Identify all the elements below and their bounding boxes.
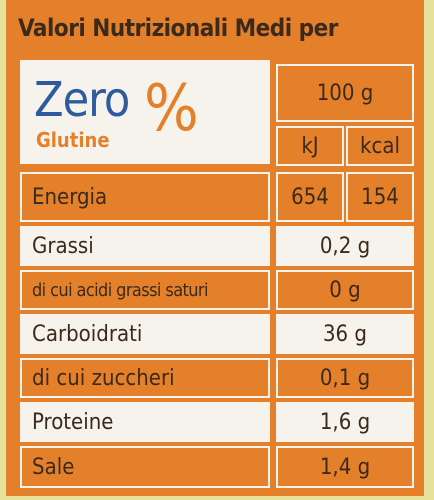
- logo-subtitle: Glutine: [36, 128, 110, 152]
- row-label: Carboidrati: [20, 314, 270, 354]
- logo: Zero % Glutine: [20, 60, 270, 164]
- row-label: Proteine: [20, 402, 270, 442]
- row-label: Grassi: [20, 226, 270, 266]
- row-value: 0 g: [276, 270, 414, 310]
- row-value: 1,4 g: [276, 446, 414, 488]
- row-label: di cui zuccheri: [20, 358, 270, 398]
- row-value: 0,2 g: [276, 226, 414, 266]
- row-value: 1,6 g: [276, 402, 414, 442]
- logo-symbol: %: [144, 72, 199, 146]
- energy-value: 154: [346, 172, 414, 222]
- unit-header: kcal: [346, 126, 414, 166]
- unit-header: kJ: [276, 126, 344, 166]
- row-value: 0,1 g: [276, 358, 414, 398]
- energy-label: Energia: [20, 172, 270, 222]
- title: Valori Nutrizionali Medi per: [18, 14, 338, 42]
- energy-value: 654: [276, 172, 344, 222]
- amount-header: 100 g: [276, 64, 414, 122]
- row-value: 36 g: [276, 314, 414, 354]
- nutrition-label: Valori Nutrizionali Medi per Zero % Glut…: [6, 0, 424, 496]
- logo-brand: Zero: [34, 72, 130, 128]
- row-label: di cui acidi grassi saturi: [20, 270, 270, 310]
- row-label: Sale: [20, 446, 270, 488]
